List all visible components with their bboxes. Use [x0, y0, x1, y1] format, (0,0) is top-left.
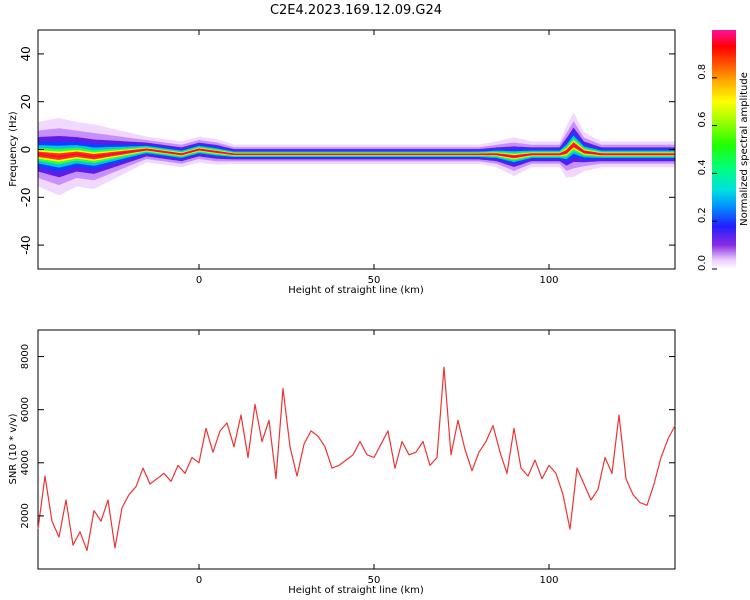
spectrogram-band-7: [38, 142, 675, 160]
snr-series-line-0: [37, 366, 676, 552]
spectrogram-plot: 0 50 100 40 20 0 -20 -40 Height of straight lin…: [8, 29, 676, 296]
figure-title: C2E4.2023.169.12.09.G24: [270, 3, 442, 18]
spectrogram-ticks: 0 50 100 40 20 0 -20 -40: [19, 30, 675, 286]
snr-ytick-label: 2000: [20, 503, 31, 528]
snr-xtick-label: 100: [539, 575, 558, 586]
colorbar-ticks: 0.0 0.2 0.4 0.6 0.8: [697, 64, 717, 271]
snr-plot: 0 50 100 8000 6000 4000 2000 Height of straigh…: [8, 329, 676, 596]
colorbar-label: Normalized spectral amplitude: [739, 72, 750, 226]
snr-marks: [37, 366, 676, 552]
spectrogram-marks: [37, 112, 675, 196]
snr-ytick-label: 8000: [20, 344, 31, 369]
colorbar-gradient: [712, 30, 736, 269]
spectrogram-ytick-label: -40: [19, 235, 33, 255]
colorbar-tick-label: 0.0: [697, 255, 708, 271]
spectrogram-xtick-label: 100: [539, 275, 558, 286]
spectrogram-ytick-label: 20: [19, 94, 33, 109]
snr-xtick-label: 0: [196, 575, 202, 586]
colorbar-tick-label: 0.6: [697, 112, 708, 128]
snr-ylabel: SNR (10 * v/v): [8, 413, 19, 484]
spectrogram-ytick-label: -20: [19, 187, 33, 207]
snr-ticks: 0 50 100 8000 6000 4000 2000: [20, 330, 675, 586]
spectrogram-xtick-label: 50: [368, 275, 381, 286]
snr-frame: [37, 329, 676, 570]
spectrogram-ridge-line: [37, 143, 675, 158]
spectrogram-ylabel: Frequency (Hz): [8, 111, 19, 187]
snr-ytick-label: 6000: [20, 397, 31, 422]
snr-xlabel: Height of straight line (km): [288, 585, 424, 596]
snr-ytick-label: 4000: [20, 450, 31, 475]
spectrogram-xlabel: Height of straight line (km): [288, 285, 424, 296]
colorbar: 0.0 0.2 0.4 0.6 0.8 Normalized spectral ampl…: [697, 30, 750, 271]
colorbar-tick-label: 0.4: [697, 159, 708, 175]
snr-xtick-label: 50: [368, 575, 381, 586]
spectrogram-xtick-label: 0: [196, 275, 202, 286]
spectrogram-ytick-label: 0: [19, 146, 33, 154]
colorbar-tick-label: 0.8: [697, 64, 708, 80]
spectrogram-ytick-label: 40: [19, 46, 33, 61]
colorbar-tick-label: 0.2: [697, 207, 708, 223]
